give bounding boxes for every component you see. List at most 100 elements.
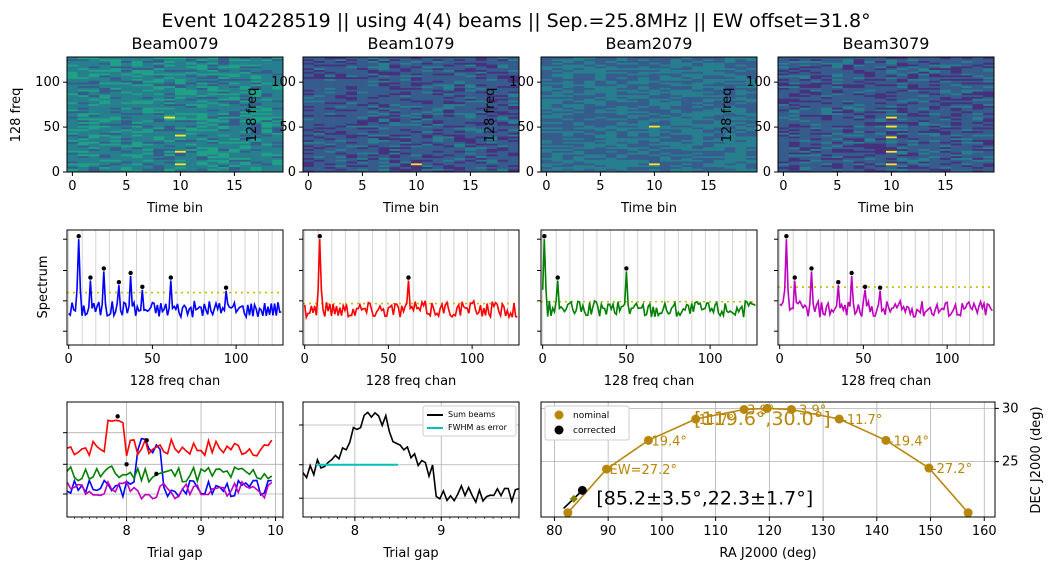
heatmap-cell [196,137,208,141]
heatmap-cell [638,114,650,117]
heatmap-cell [346,80,358,83]
heatmap-cell [778,114,790,117]
heatmap-cell [853,136,865,139]
heatmap-cell [638,159,650,162]
heatmap-cell [681,134,693,137]
heatmap-cell [842,127,854,130]
heatmap-cell [99,145,111,148]
heatmap-cell [929,166,941,169]
heatmap-cell [896,85,908,88]
heatmap-cell [142,82,154,85]
heatmap-cell [250,146,262,150]
heatmap-cell [432,118,444,121]
heatmap-cell [121,146,133,150]
heatmap-cell [918,112,930,115]
heatmap-cell [121,118,133,121]
heatmap-cell [508,136,520,139]
heatmap-cell [175,94,187,97]
heatmap-cell [681,103,693,106]
heatmap-cell [250,101,262,105]
heatmap-cell [313,164,325,168]
heatmap-cell [335,98,347,101]
heatmap-cell [261,136,273,139]
heatmap-cell [896,164,908,168]
heatmap-cell [110,159,122,162]
heatmap-cell [432,74,444,78]
heatmap-cell [153,78,165,81]
heatmap-cell [142,152,154,155]
heatmap-cell [649,163,661,166]
heatmap-cell [681,82,693,85]
heatmap-cell [346,62,358,65]
heatmap-cell [627,139,639,142]
heatmap-cell [443,155,455,159]
heatmap-cell [746,128,758,132]
heatmap-cell [778,146,790,150]
heatmap-cell [886,114,898,117]
heatmap-cell [121,92,133,96]
heatmap-cell [250,128,262,132]
heatmap-cell [443,91,455,94]
heatmap-cell [541,85,553,88]
heatmap-cell [746,67,758,70]
heatmap-cell [681,118,693,121]
heatmap-cell [389,78,401,81]
heatmap-cell [778,150,790,153]
heatmap-cell [616,128,628,132]
heatmap-cell [562,119,574,123]
heatmap-cell [788,74,800,78]
heatmap-cell [562,80,574,83]
heatmap-cell [142,118,154,121]
heatmap-cell [692,166,704,169]
heatmap-cell [443,64,455,67]
heatmap-cell [907,60,919,63]
heatmap-cell [778,155,790,159]
heatmap-cell [929,125,941,128]
heatmap-cell [875,136,887,139]
heatmap-cell [929,101,941,105]
heatmap-cell [918,82,930,85]
heatmap-cell [303,143,315,146]
heatmap-cell [746,132,758,135]
heatmap-cell [788,141,800,144]
heatmap-cell [443,127,455,130]
heatmap-cell [670,166,682,169]
heatmap-cell [573,78,585,81]
heatmap-cell [443,83,455,87]
heatmap-cell [475,87,487,90]
heatmap-cell [940,121,952,124]
heatmap-cell [907,78,919,81]
heatmap-cell [703,159,715,162]
heatmap-cell [99,170,111,173]
heatmap-cell [616,65,628,69]
heatmap-cell [196,168,208,171]
heatmap-cell [454,112,466,115]
heatmap-cell [218,112,230,115]
heatmap-cell [346,166,358,169]
heatmap-cell [821,134,833,137]
heatmap-cell [562,101,574,105]
heatmap-cell [142,163,154,166]
heatmap-cell [475,110,487,114]
heatmap-cell [681,98,693,101]
heatmap-cell [724,119,736,123]
heatmap-cell [229,101,241,105]
heatmap-cell [335,100,347,103]
heatmap-cell [239,78,251,81]
heatmap-cell [573,127,585,130]
heatmap-cell [940,164,952,168]
heatmap-cell [659,168,671,171]
heatmap-cell [443,118,455,121]
heatmap-cell [842,159,854,162]
heatmap-cell [659,57,671,60]
heatmap-cell [573,132,585,135]
heatmap-cell [659,132,671,135]
heatmap-cell [346,119,358,123]
heatmap-cell [627,128,639,132]
heatmap-cell [724,148,736,151]
heatmap-cell [886,78,898,81]
heatmap-cell [131,116,143,119]
heatmap-cell [551,148,563,151]
heatmap-cell [638,130,650,133]
heatmap-cell [810,89,822,92]
